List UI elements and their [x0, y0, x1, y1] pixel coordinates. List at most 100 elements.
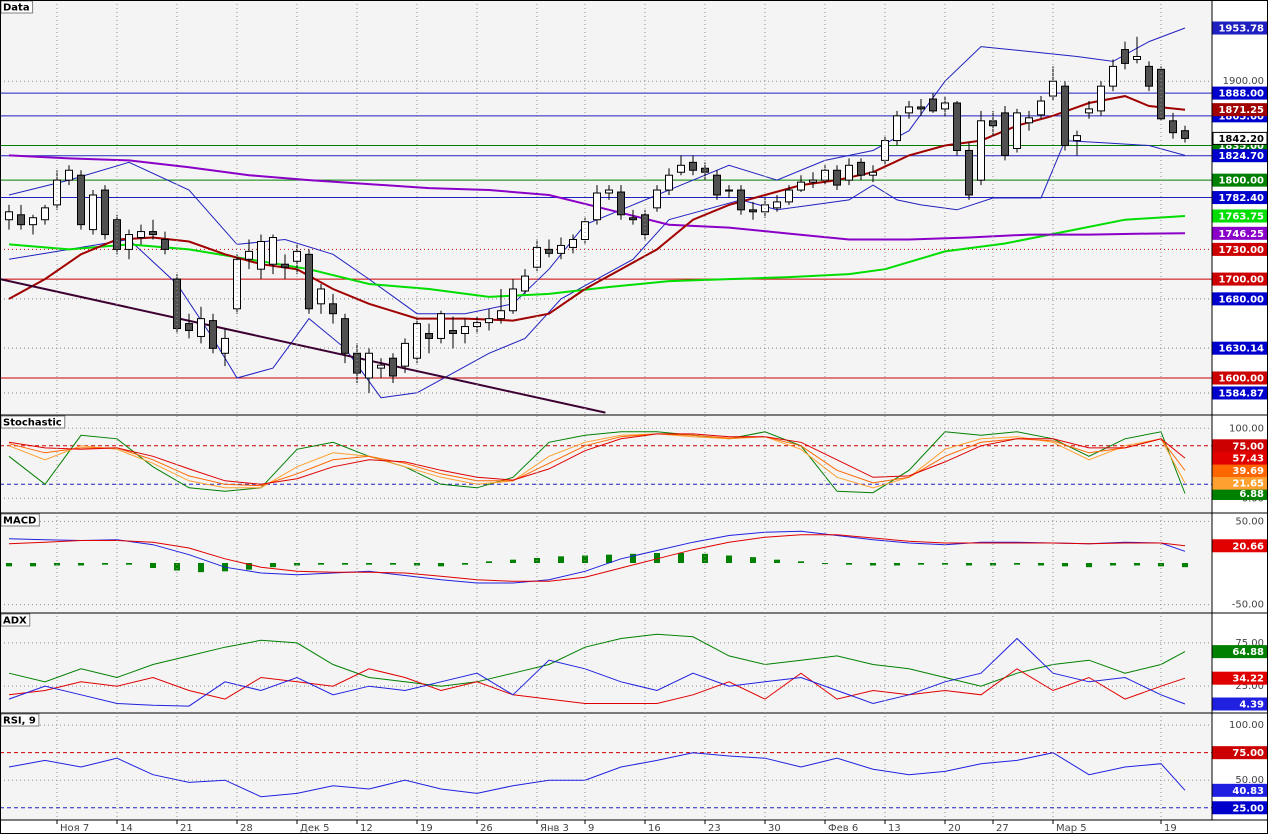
candle-body	[821, 169, 829, 181]
candle-body	[785, 189, 793, 203]
candle-body	[773, 201, 781, 209]
candle-body	[665, 174, 673, 191]
candle-body	[893, 115, 901, 142]
candle-body	[845, 164, 853, 181]
candle-body	[17, 214, 25, 226]
histogram-bar	[246, 563, 252, 570]
histogram-bar	[30, 563, 36, 567]
y-tick-label: 75.00	[1235, 638, 1264, 649]
candle-body	[653, 189, 661, 209]
pane-title: Data	[3, 3, 30, 14]
candle-body	[377, 364, 385, 369]
histogram-bar	[678, 553, 684, 563]
candle-body	[149, 231, 157, 236]
pane-background	[0, 613, 1212, 713]
candle-body	[425, 332, 433, 339]
candle-body	[113, 219, 121, 250]
x-tick-label: 13	[888, 823, 901, 834]
candle-body	[329, 303, 337, 315]
x-tick-label: 23	[708, 823, 721, 834]
candle-body	[1181, 130, 1189, 139]
histogram-bar	[894, 563, 900, 566]
candle-body	[593, 192, 601, 221]
y-tick-label: 50.00	[1235, 775, 1264, 786]
histogram-bar	[846, 563, 852, 565]
candle-body	[185, 323, 193, 332]
candle-body	[1013, 112, 1021, 149]
indicator-line	[8, 433, 1186, 487]
candle-body	[65, 169, 73, 181]
candle-body	[317, 288, 325, 305]
pane-title: RSI, 9	[3, 716, 36, 727]
price-label: 1700.00	[1218, 275, 1264, 286]
price-label: 34.22	[1232, 674, 1264, 685]
x-tick-label: Фев 6	[828, 823, 858, 834]
indicator-line	[8, 140, 1186, 399]
x-tick-label: 20	[948, 823, 961, 834]
price-label: 1680.00	[1218, 294, 1264, 305]
indicator-line	[8, 215, 1186, 298]
histogram-bar	[750, 557, 756, 563]
price-label: 1630.14	[1218, 344, 1264, 355]
candle-body	[1145, 65, 1153, 87]
price-label: 57.43	[1232, 454, 1264, 465]
histogram-bar	[1110, 563, 1116, 566]
candle-body	[1121, 49, 1129, 64]
price-label: 1800.00	[1218, 176, 1264, 187]
histogram-bar	[798, 561, 804, 563]
x-tick-label: 16	[648, 823, 661, 834]
candle-body	[341, 318, 349, 354]
histogram-bar	[78, 563, 84, 566]
x-tick-label: 21	[180, 823, 193, 834]
price-label: 1953.78	[1218, 24, 1264, 35]
price-label: 20.66	[1232, 541, 1264, 552]
candle-body	[857, 161, 865, 176]
candle-body	[461, 326, 469, 334]
histogram-bar	[966, 563, 972, 566]
candle-body	[605, 189, 613, 194]
histogram-bar	[822, 563, 828, 564]
histogram-bar	[702, 553, 708, 563]
histogram-bar	[1014, 563, 1020, 565]
histogram-bar	[582, 555, 588, 563]
candle-body	[977, 120, 985, 181]
candle-body	[305, 253, 313, 310]
pane-background	[0, 415, 1212, 513]
candle-body	[521, 275, 529, 292]
histogram-bar	[366, 563, 372, 565]
price-label: 25.00	[1232, 803, 1264, 814]
pane-background	[0, 713, 1212, 820]
histogram-bar	[174, 563, 180, 571]
x-tick-label: Янв 3	[540, 823, 569, 834]
candle-body	[557, 244, 565, 254]
candle-body	[965, 149, 973, 196]
candle-body	[749, 209, 757, 213]
histogram-bar	[1038, 563, 1044, 566]
candle-body	[89, 194, 97, 231]
candle-body	[617, 191, 625, 216]
candle-body	[101, 189, 109, 236]
price-label: 75.00	[1232, 441, 1264, 452]
x-tick-label: 14	[120, 823, 133, 834]
y-tick-label: 50.00	[1235, 516, 1264, 527]
price-label: 64.88	[1232, 647, 1264, 658]
price-label: 1730.00	[1218, 245, 1264, 256]
histogram-bar	[1062, 563, 1068, 567]
candle-body	[173, 278, 181, 330]
histogram-bar	[126, 563, 132, 565]
candle-body	[365, 352, 373, 379]
histogram-bar	[654, 553, 660, 563]
candle-body	[389, 357, 397, 377]
histogram-bar	[606, 554, 612, 563]
candle-body	[1037, 100, 1045, 116]
candle-body	[401, 342, 409, 367]
x-tick-label: 19	[1164, 823, 1177, 834]
candle-body	[437, 313, 445, 339]
candle-body	[1001, 112, 1009, 156]
pane-background	[0, 0, 1212, 415]
x-tick-label: 30	[768, 823, 781, 834]
x-tick-label: 28	[240, 823, 253, 834]
candle-body	[209, 320, 217, 349]
candle-body	[545, 248, 553, 254]
indicator-line	[8, 668, 1186, 704]
